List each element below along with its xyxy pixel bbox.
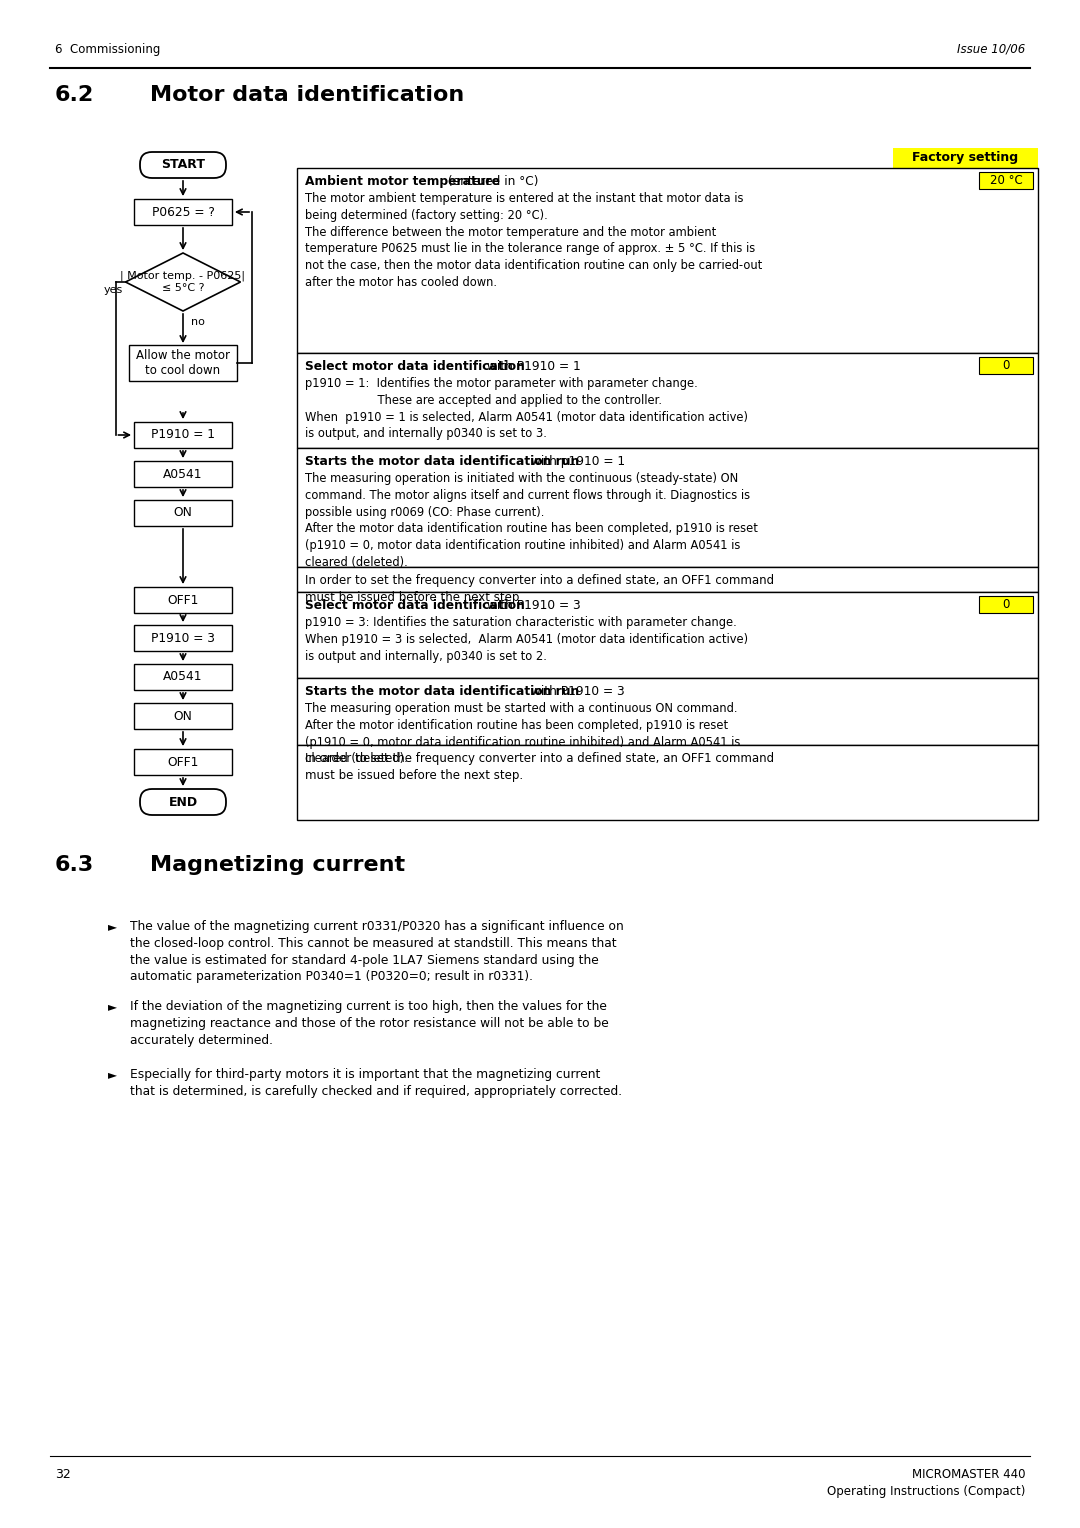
Bar [134,587,232,613]
Text: ON: ON [174,506,192,520]
Text: p1910 = 1:  Identifies the motor parameter with parameter change.
              : p1910 = 1: Identifies the motor paramete… [305,377,748,440]
Bar [134,199,232,225]
Text: In order to set the frequency converter into a defined state, an OFF1 command
mu: In order to set the frequency converter … [305,752,774,781]
FancyBboxPatch shape [140,788,226,814]
Text: with P1910 = 3: with P1910 = 3 [527,685,624,698]
Bar [297,746,1038,821]
Text: with p1910 = 1: with p1910 = 1 [527,455,625,468]
Bar [978,596,1032,613]
Text: A0541: A0541 [163,468,203,480]
Bar [297,567,1038,591]
Bar [134,461,232,487]
Text: START: START [161,159,205,171]
Text: with P1910 = 1: with P1910 = 1 [483,361,580,373]
Text: Starts the motor data identification run: Starts the motor data identification run [305,455,579,468]
Text: ►: ► [108,1068,117,1080]
Text: ON: ON [174,709,192,723]
Polygon shape [125,254,241,312]
Bar [129,345,237,380]
Text: The measuring operation must be started with a continuous ON command.
After the : The measuring operation must be started … [305,701,741,766]
Text: Starts the motor data identification run: Starts the motor data identification run [305,685,579,698]
Text: The value of the magnetizing current r0331/P0320 has a significant influence on
: The value of the magnetizing current r03… [130,920,624,984]
Bar [978,173,1032,189]
Text: Select motor data identification: Select motor data identification [305,599,525,613]
Text: A0541: A0541 [163,671,203,683]
Text: END: END [168,796,198,808]
Bar [978,358,1032,374]
Text: 0: 0 [1002,359,1010,371]
Text: If the deviation of the magnetizing current is too high, then the values for the: If the deviation of the magnetizing curr… [130,999,609,1047]
Bar [297,168,1038,353]
Text: P1910 = 1: P1910 = 1 [151,428,215,442]
Text: OFF1: OFF1 [167,593,199,607]
Text: Allow the motor
to cool down: Allow the motor to cool down [136,348,230,377]
Text: yes: yes [104,286,123,295]
Text: | Motor temp. - P0625|
≤ 5°C ?: | Motor temp. - P0625| ≤ 5°C ? [121,270,245,293]
Text: 6.2: 6.2 [55,86,94,105]
Text: In order to set the frequency converter into a defined state, an OFF1 command
mu: In order to set the frequency converter … [305,575,774,604]
Bar [134,500,232,526]
Text: 6.3: 6.3 [55,856,94,876]
Text: p1910 = 3: Identifies the saturation characteristic with parameter change.
When : p1910 = 3: Identifies the saturation cha… [305,616,748,663]
Text: (entered in °C): (entered in °C) [444,176,538,188]
Text: ►: ► [108,920,117,934]
Bar [134,422,232,448]
Text: Issue 10/06: Issue 10/06 [957,43,1025,57]
Text: P0625 = ?: P0625 = ? [151,205,215,219]
Text: Ambient motor temperature: Ambient motor temperature [305,176,500,188]
Text: ►: ► [108,999,117,1013]
FancyBboxPatch shape [140,151,226,177]
Bar [893,148,1038,168]
Text: The motor ambient temperature is entered at the instant that motor data is
being: The motor ambient temperature is entered… [305,193,762,289]
Bar [134,749,232,775]
Text: Especially for third-party motors it is important that the magnetizing current
t: Especially for third-party motors it is … [130,1068,622,1097]
Text: no: no [191,316,205,327]
Bar [134,703,232,729]
Bar [297,591,1038,678]
Bar [134,625,232,651]
Text: OFF1: OFF1 [167,755,199,769]
Text: Factory setting: Factory setting [913,151,1018,165]
Text: Select motor data identification: Select motor data identification [305,361,525,373]
Text: Magnetizing current: Magnetizing current [150,856,405,876]
Text: P1910 = 3: P1910 = 3 [151,631,215,645]
Text: 0: 0 [1002,597,1010,611]
Bar [134,665,232,691]
Bar [297,353,1038,448]
Bar [297,448,1038,567]
Text: 6  Commissioning: 6 Commissioning [55,43,160,57]
Text: MICROMASTER 440
Operating Instructions (Compact): MICROMASTER 440 Operating Instructions (… [826,1468,1025,1497]
Text: Motor data identification: Motor data identification [150,86,464,105]
Text: The measuring operation is initiated with the continuous (steady-state) ON
comma: The measuring operation is initiated wit… [305,472,758,568]
Text: with P1910 = 3: with P1910 = 3 [483,599,580,613]
Text: 20 °C: 20 °C [989,174,1023,186]
Bar [297,678,1038,746]
Text: 32: 32 [55,1468,71,1481]
